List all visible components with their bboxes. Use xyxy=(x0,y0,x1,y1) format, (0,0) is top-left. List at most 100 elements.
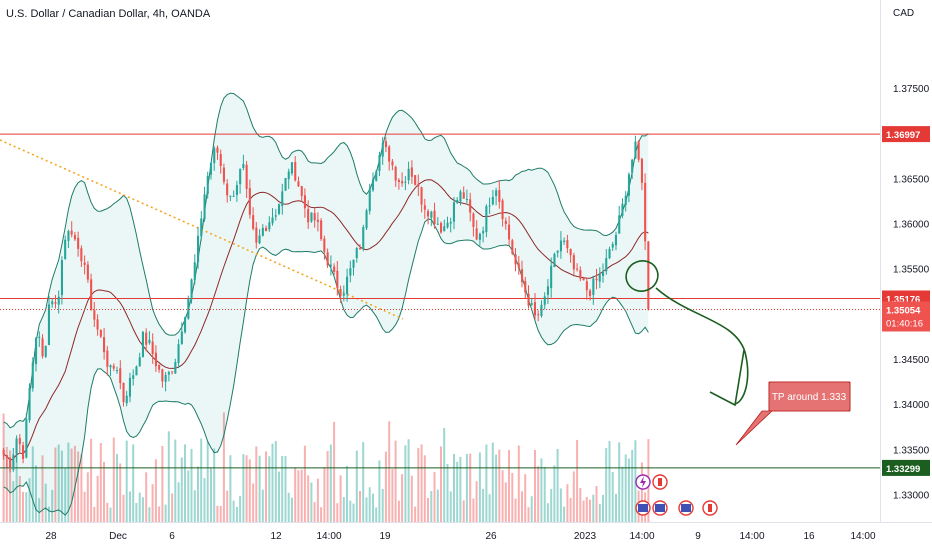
candle xyxy=(469,192,472,222)
candles xyxy=(2,135,650,473)
candle xyxy=(576,263,579,272)
candle-body xyxy=(582,278,585,281)
candle xyxy=(239,168,242,194)
candle xyxy=(255,222,258,249)
candle xyxy=(602,263,605,283)
currency-label: CAD xyxy=(893,8,914,19)
volume-bar xyxy=(401,474,404,522)
volume-bar xyxy=(28,478,31,522)
volume-bar xyxy=(339,475,342,522)
candle xyxy=(64,235,67,260)
candle-body xyxy=(553,253,556,267)
volume-bar xyxy=(219,505,222,522)
candle xyxy=(5,454,8,468)
tp-callout[interactable]: TP around 1.333 xyxy=(735,381,851,446)
candle-body xyxy=(498,190,501,202)
candle-body xyxy=(135,366,138,376)
candle-body xyxy=(508,224,511,240)
candle-body xyxy=(433,210,436,224)
candle-body xyxy=(51,301,54,305)
candle xyxy=(268,216,271,232)
level-tag-bg xyxy=(882,459,930,476)
volume-bar xyxy=(359,491,361,522)
price-axis[interactable]: 1.37500 1.36500 1.36000 1.35500 1.34500 1.340… xyxy=(893,84,930,501)
projection-arrow[interactable] xyxy=(655,287,749,405)
candle xyxy=(151,333,154,364)
candle xyxy=(326,248,329,268)
candle xyxy=(631,158,634,179)
candle xyxy=(93,301,96,327)
candle-body xyxy=(595,278,598,281)
candle-body xyxy=(543,296,546,305)
volume-bar xyxy=(550,488,553,522)
time-tick-label: Dec xyxy=(109,531,127,542)
candle xyxy=(384,137,387,153)
volume-bar xyxy=(472,498,475,522)
candle xyxy=(459,189,462,206)
candle-body xyxy=(375,171,378,181)
time-axis[interactable]: 28 Dec 6 12 14:00 19 26 2023 14:00 9 14:00 16 14:00 xyxy=(45,531,876,542)
candle-body xyxy=(255,227,258,243)
highlight-circle[interactable] xyxy=(622,256,662,295)
candle-body xyxy=(242,164,245,168)
candle-body xyxy=(368,188,371,212)
candle xyxy=(637,139,640,163)
candle xyxy=(54,294,57,309)
candle-body xyxy=(154,352,157,367)
candle-body xyxy=(404,181,407,183)
candle-body xyxy=(346,276,349,295)
time-tick-label: 2023 xyxy=(574,531,597,542)
volume-bar xyxy=(73,445,76,522)
candle-body xyxy=(138,357,141,367)
volume-bar xyxy=(274,441,277,522)
candle-body xyxy=(125,395,128,404)
candle xyxy=(537,310,540,322)
economic-events[interactable] xyxy=(635,474,718,516)
candle-body xyxy=(436,223,439,225)
candle xyxy=(203,186,206,222)
candle-body xyxy=(323,238,326,252)
candle-body xyxy=(365,210,368,229)
volume-bar xyxy=(25,492,28,522)
volume-bar xyxy=(109,507,112,522)
candle xyxy=(31,357,34,392)
candle-body xyxy=(485,206,488,233)
volume-bar xyxy=(355,450,358,522)
candle-body xyxy=(342,293,345,296)
volume-bar xyxy=(300,469,303,522)
volume-bar xyxy=(161,446,164,522)
candle xyxy=(15,435,18,463)
volume-bar xyxy=(106,502,109,522)
candle xyxy=(404,176,407,191)
candle-body xyxy=(495,190,498,196)
candle-body xyxy=(209,162,212,175)
volume-bar xyxy=(420,444,423,522)
candle xyxy=(397,178,400,190)
candle xyxy=(462,186,465,199)
candle-body xyxy=(96,319,99,330)
volume-bar xyxy=(397,500,400,522)
candle-body xyxy=(219,154,222,166)
volume-bar xyxy=(569,497,572,522)
candle-body xyxy=(18,438,21,445)
candle xyxy=(407,161,410,185)
time-tick-label: 19 xyxy=(379,531,391,542)
candle xyxy=(22,441,25,464)
candle xyxy=(498,180,501,209)
candle-body xyxy=(197,235,200,263)
volume-bar xyxy=(491,442,494,522)
candle xyxy=(128,372,131,403)
candle xyxy=(184,316,187,334)
candle-body xyxy=(420,187,423,205)
volume-bar xyxy=(407,439,410,522)
candle xyxy=(187,295,190,320)
price-tick-label: 1.33000 xyxy=(893,490,930,501)
candle xyxy=(430,210,433,227)
candle xyxy=(313,208,316,228)
candle-body xyxy=(2,449,5,455)
candle-body xyxy=(161,369,164,382)
candle-body xyxy=(265,227,268,232)
candle xyxy=(559,231,562,259)
